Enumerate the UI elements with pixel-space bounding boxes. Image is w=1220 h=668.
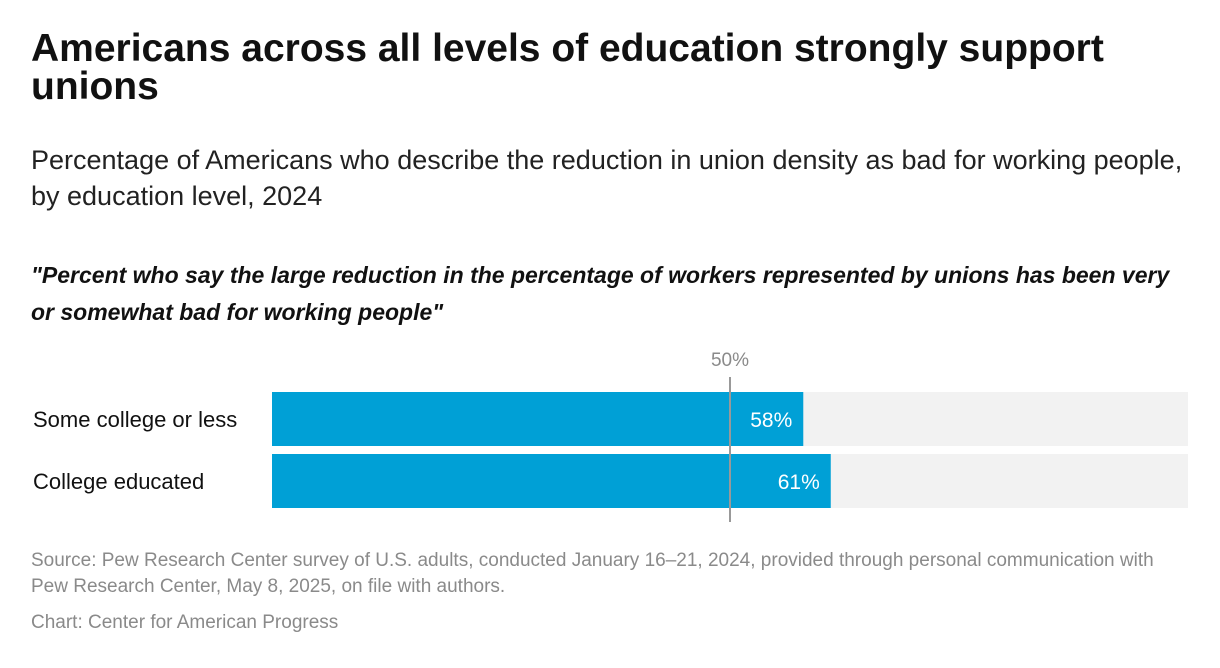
value-label: 61% [778, 471, 820, 494]
reference-line-label: 50% [711, 350, 749, 371]
bar-chart: Some college or less 58% College educated 6… [33, 350, 1188, 522]
bar [272, 454, 831, 508]
bar [272, 392, 804, 446]
category-label: Some college or less [33, 407, 237, 432]
value-label: 58% [750, 409, 792, 432]
chart-subtitle: Percentage of Americans who describe the… [31, 145, 1183, 211]
category-label: College educated [33, 469, 204, 494]
source-note: Source: Pew Research Center survey of U.… [31, 550, 1154, 597]
chart-title: Americans across all levels of education… [31, 27, 1104, 108]
survey-question: "Percent who say the large reduction in … [31, 262, 1170, 325]
chart-credit: Chart: Center for American Progress [31, 612, 339, 633]
